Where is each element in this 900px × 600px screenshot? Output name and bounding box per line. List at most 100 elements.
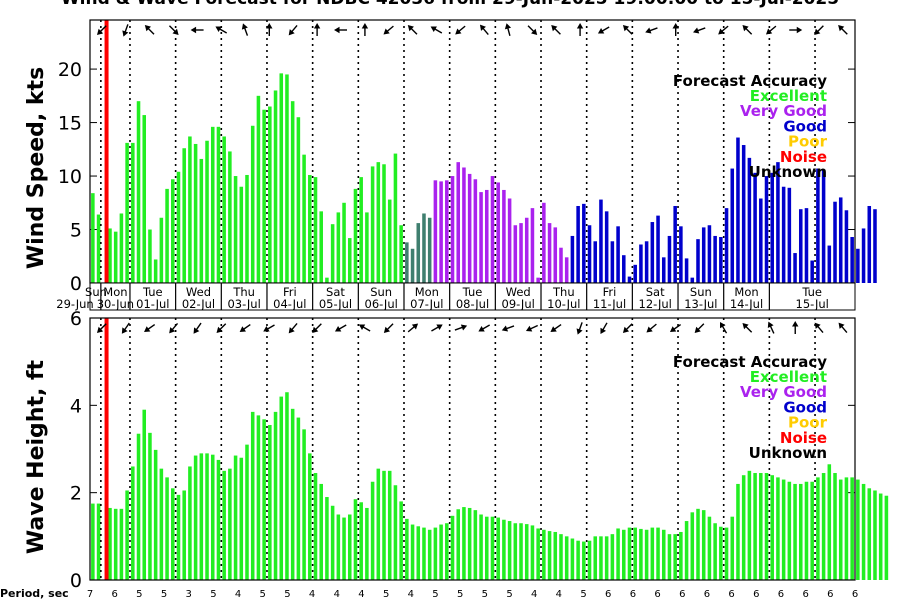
wave-bar	[810, 481, 814, 580]
wind-direction-arrow	[361, 23, 369, 36]
wind-bar	[776, 162, 780, 283]
wind-bar	[496, 182, 500, 283]
wave-bar	[833, 473, 837, 580]
wind-bar	[422, 213, 426, 283]
date-label: 03-Jul	[227, 297, 260, 311]
wind-bar	[810, 260, 814, 283]
wave-bar	[513, 523, 518, 580]
period-value: 6	[679, 589, 685, 600]
wind-bar	[781, 186, 786, 283]
wave-bar	[878, 493, 883, 580]
period-value: 6	[654, 589, 660, 600]
period-value: 6	[802, 589, 808, 600]
wave-bar	[673, 534, 677, 580]
wind-bar	[747, 157, 752, 283]
wave-bar	[530, 525, 535, 580]
wind-bar	[793, 253, 797, 283]
wind-bar	[673, 205, 677, 283]
wave-direction-arrow	[838, 322, 848, 334]
day-of-week-label: Sun	[85, 285, 107, 299]
wave-bar	[325, 497, 329, 580]
wind-bar	[861, 228, 866, 283]
wave-bar	[582, 541, 586, 580]
wind-bar	[690, 277, 695, 283]
wind-bar	[798, 209, 803, 283]
wave-bar	[427, 529, 432, 580]
wave-direction-arrow	[600, 322, 608, 335]
wind-bar	[724, 208, 729, 283]
wave-bar	[747, 470, 752, 580]
wave-height-panel: Wave Height, ft 0 2 4 6 Forecast AccuracyExce…	[24, 308, 889, 592]
period-value: 4	[408, 589, 414, 600]
date-label: 09-Jul	[502, 297, 535, 311]
wave-bar	[119, 508, 124, 580]
wave-bar	[844, 477, 849, 580]
wind-bar	[296, 117, 301, 283]
wind-bar	[153, 259, 158, 283]
period-value: 5	[260, 589, 266, 600]
wave-direction-arrow	[478, 324, 490, 332]
date-label: 02-Jul	[182, 297, 215, 311]
wind-bar	[804, 208, 809, 283]
wind-direction-arrow	[430, 26, 443, 34]
wind-bar	[564, 257, 569, 283]
wind-bar	[165, 188, 169, 283]
wind-bar	[325, 277, 329, 283]
period-value: 6	[753, 589, 759, 600]
period-value: 5	[284, 589, 290, 600]
wind-bar	[262, 109, 266, 283]
day-of-week-label: Fri	[603, 285, 617, 299]
wave-bar	[347, 514, 352, 580]
wind-ytick-label: 20	[58, 59, 82, 81]
wind-bar	[582, 203, 586, 283]
wave-direction-arrow	[501, 325, 515, 332]
wave-bar	[719, 526, 723, 580]
wave-bar	[770, 475, 774, 580]
wind-bar	[593, 241, 598, 283]
wind-bar	[679, 226, 683, 283]
date-label: 14-Jul	[730, 297, 763, 311]
wave-bar	[759, 473, 763, 580]
wind-bar	[844, 210, 849, 283]
wave-bar	[873, 490, 877, 580]
wave-bar	[153, 449, 158, 580]
wave-legend-title: Forecast Accuracy	[673, 353, 827, 371]
wave-bar	[319, 483, 323, 580]
wind-bar	[108, 228, 112, 283]
wave-bar	[639, 528, 643, 580]
wind-bar	[833, 201, 837, 283]
day-of-week-label: Tue	[142, 285, 163, 299]
wave-bar	[821, 473, 826, 580]
wave-direction-arrow	[121, 322, 130, 334]
wind-bar	[113, 231, 118, 283]
wind-bar	[353, 188, 358, 283]
period-value: 6	[852, 589, 858, 600]
wind-direction-arrow	[122, 24, 129, 37]
wind-bar	[273, 90, 278, 283]
wind-bar	[719, 237, 723, 283]
wind-bar	[570, 235, 575, 283]
wave-bar	[273, 411, 278, 580]
wind-direction-arrow	[765, 25, 777, 35]
wind-direction-arrow	[814, 25, 824, 35]
wave-bar	[519, 523, 523, 580]
wave-bar	[633, 527, 637, 580]
wave-bar	[736, 483, 740, 580]
wind-bar	[622, 255, 626, 283]
wind-direction-arrow	[479, 24, 489, 36]
wave-bar	[302, 429, 306, 580]
wave-bar	[205, 453, 209, 580]
wave-direction-arrow	[288, 322, 298, 334]
wave-bar	[450, 515, 455, 580]
day-of-week-label: Sun	[370, 285, 392, 299]
wind-direction-arrow	[241, 23, 249, 36]
wind-bar	[125, 142, 129, 283]
wind-bar	[650, 222, 655, 283]
wave-bar	[690, 512, 695, 580]
wind-direction-arrow	[504, 23, 512, 36]
wave-bar	[91, 503, 95, 580]
wind-direction-arrow	[97, 25, 107, 35]
wave-bar	[165, 477, 169, 580]
wave-bar	[193, 455, 198, 580]
wave-bar	[131, 466, 135, 580]
